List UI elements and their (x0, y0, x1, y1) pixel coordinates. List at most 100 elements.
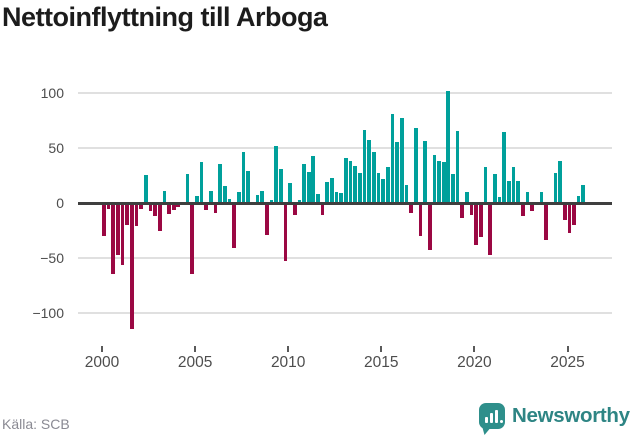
bar (562, 203, 567, 220)
bar (190, 203, 195, 274)
newsworthy-logo[interactable]: Newsworthy (479, 402, 630, 435)
x-tick-label: 2015 (364, 354, 399, 371)
gridline (78, 312, 612, 315)
bar (297, 199, 302, 203)
bar (465, 191, 469, 203)
bar (572, 203, 576, 226)
bar (441, 162, 446, 203)
bar (520, 203, 525, 217)
bar (139, 203, 143, 209)
bar (544, 203, 548, 241)
bar (218, 164, 223, 203)
bar (171, 203, 176, 210)
bar (134, 203, 139, 227)
bar (264, 203, 269, 235)
bar (195, 196, 199, 203)
y-tick-label: 100 (40, 84, 64, 101)
x-tick-label: 2010 (270, 354, 306, 371)
bar (302, 164, 306, 203)
bar (455, 131, 460, 203)
bar (497, 197, 502, 203)
bar (255, 195, 260, 203)
bar (153, 203, 157, 217)
bar (325, 182, 330, 203)
y-tick-label: 50 (48, 139, 64, 156)
bar (381, 178, 385, 203)
bar (488, 203, 493, 255)
bar (460, 203, 465, 219)
bar (106, 203, 111, 209)
x-tick-label: 2000 (84, 354, 120, 371)
bar (311, 155, 316, 203)
bar (143, 175, 148, 203)
bar (204, 203, 209, 210)
bar (283, 203, 288, 262)
bar (120, 203, 125, 265)
bar (199, 162, 204, 203)
bar (413, 128, 418, 203)
x-tick-mark (566, 346, 569, 352)
bar (125, 203, 129, 226)
bar (111, 203, 115, 274)
x-tick-mark (380, 346, 383, 352)
bar (362, 130, 367, 203)
bar (353, 165, 358, 203)
bar (260, 190, 264, 203)
bar (493, 174, 497, 203)
bar (102, 203, 106, 237)
bar (390, 113, 395, 203)
bar (437, 161, 441, 203)
bar (469, 203, 474, 216)
x-tick-mark (287, 346, 290, 352)
source-label: Källa: SCB (2, 416, 70, 432)
bar (148, 203, 153, 211)
bar (344, 157, 348, 203)
bar (432, 154, 437, 203)
bar (348, 161, 353, 203)
bar (376, 173, 381, 203)
bar (474, 203, 479, 245)
bar (330, 177, 334, 203)
bar (506, 180, 511, 203)
bar (479, 203, 483, 238)
x-tick-label: 2020 (457, 354, 492, 371)
x-tick-mark (473, 346, 476, 352)
bar (176, 203, 181, 208)
newsworthy-bar-chart-bubble-icon (479, 403, 505, 429)
bar (558, 161, 562, 203)
bar (418, 203, 423, 237)
bar (404, 185, 409, 203)
bar (185, 174, 190, 203)
bar (530, 203, 534, 211)
bar (511, 166, 516, 203)
chart-title: Nettoinflyttning till Arboga (2, 2, 328, 32)
bar (385, 166, 390, 203)
bar (269, 199, 274, 203)
zero-axis-line (78, 202, 612, 205)
bar (278, 168, 283, 203)
bar (162, 190, 167, 203)
logo-bubble-tail (482, 426, 492, 435)
bar (502, 132, 507, 203)
bar (167, 203, 171, 215)
bar (227, 198, 232, 203)
bar (232, 203, 237, 249)
bar (553, 173, 558, 203)
bar (423, 141, 427, 203)
bar (334, 191, 339, 203)
x-tick-mark (101, 346, 103, 352)
bar (246, 171, 250, 203)
net-migration-bar-chart: 100 50 0 −50 −100 2000 2005 2010 2015 2020 2025 (32, 84, 612, 371)
bar (371, 152, 376, 203)
bar (306, 172, 311, 203)
bar (576, 196, 581, 203)
bar (525, 191, 530, 203)
gridline (78, 91, 612, 94)
bar (539, 191, 544, 203)
bar (320, 203, 325, 216)
bar (399, 118, 404, 203)
bar (358, 173, 362, 203)
bar (483, 166, 488, 203)
bar (241, 152, 246, 203)
bar (339, 193, 344, 203)
